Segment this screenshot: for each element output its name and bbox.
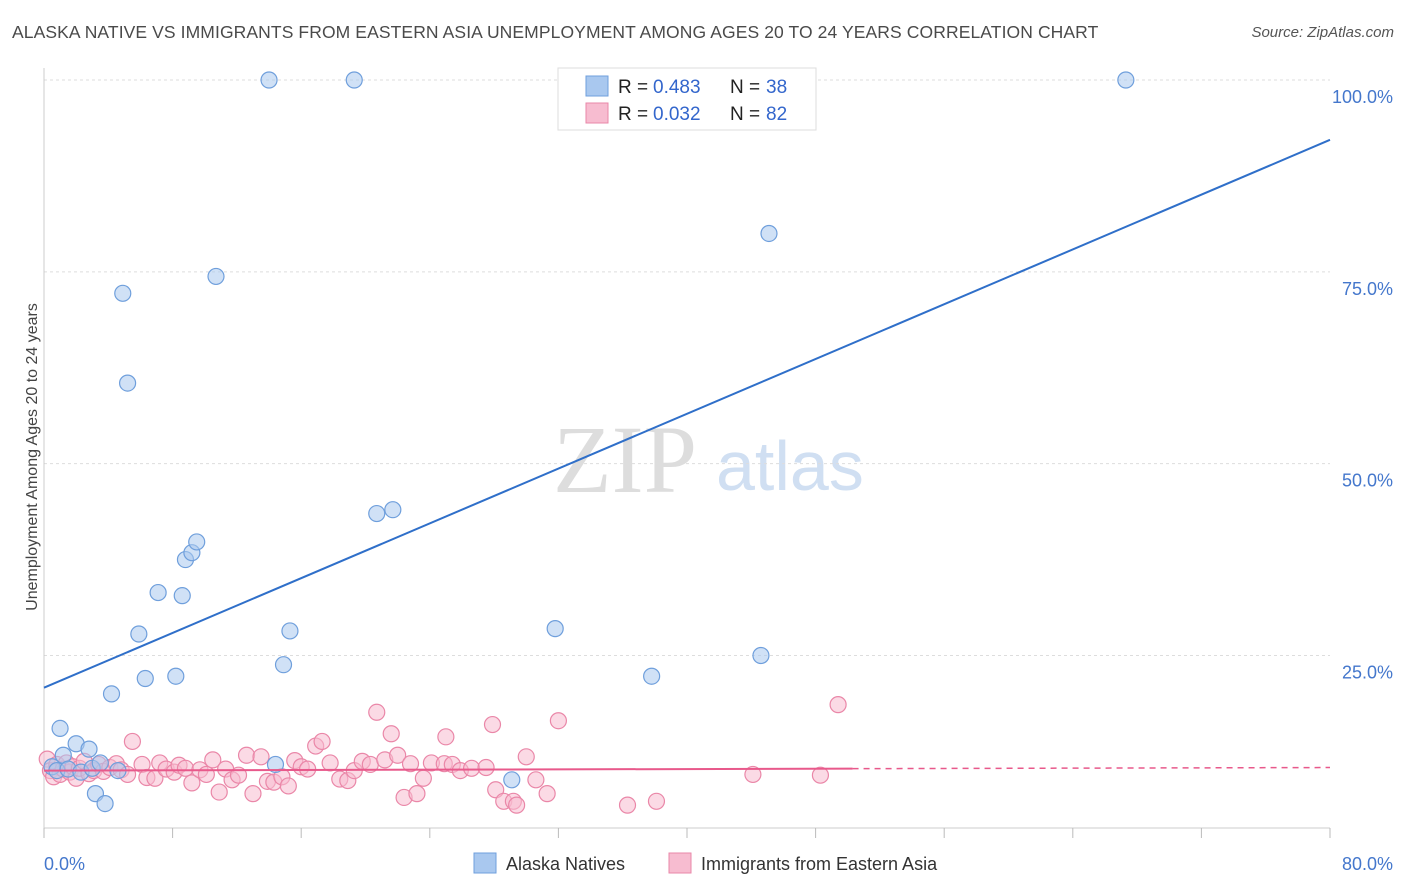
eastern-asia-point-36 bbox=[229, 766, 248, 784]
alaska-native-point-18 bbox=[149, 583, 167, 602]
alaska-native-point-20 bbox=[173, 587, 191, 605]
eastern-asia-point-37 bbox=[237, 746, 256, 764]
alaska-native-point-27 bbox=[274, 656, 293, 674]
eastern-asia-point-83 bbox=[829, 696, 847, 714]
eastern-asia-point-55 bbox=[368, 703, 386, 721]
x-tick-label-max: 80.0% bbox=[1342, 854, 1393, 874]
alaska-native-point-23 bbox=[188, 533, 206, 551]
eastern-asia-point-33 bbox=[210, 783, 228, 801]
watermark: ZIP atlas bbox=[553, 406, 864, 513]
trend-line-1 bbox=[43, 767, 853, 772]
eastern-asia-point-65 bbox=[437, 728, 455, 746]
y-tick-label-100: 100.0% bbox=[1332, 87, 1393, 107]
eastern-asia-point-77 bbox=[538, 785, 556, 803]
alaska-native-point-34 bbox=[643, 667, 661, 685]
eastern-asia-point-75 bbox=[517, 748, 535, 766]
watermark-zip: ZIP bbox=[553, 406, 697, 513]
alaska-native-point-25 bbox=[260, 71, 278, 89]
alaska-native-point-37 bbox=[1117, 71, 1135, 89]
alaska-native-point-35 bbox=[752, 646, 770, 665]
legend-r-label-1: R = bbox=[618, 77, 648, 98]
eastern-asia-point-43 bbox=[279, 777, 297, 795]
trend-line-0 bbox=[43, 138, 1331, 689]
bottom-legend-swatch-eastern-asia bbox=[668, 852, 692, 874]
y-axis-title: Unemployment Among Ages 20 to 24 years bbox=[24, 303, 41, 611]
alaska-native-point-28 bbox=[281, 622, 299, 640]
eastern-asia-point-78 bbox=[549, 712, 568, 730]
eastern-asia-point-74 bbox=[508, 796, 526, 814]
bottom-legend-label-eastern-asia: Immigrants from Eastern Asia bbox=[701, 854, 938, 874]
alaska-native-point-2 bbox=[51, 719, 69, 737]
y-tick-label-50: 50.0% bbox=[1342, 471, 1393, 491]
eastern-asia-point-20 bbox=[123, 732, 142, 751]
trend-line-extension-1 bbox=[852, 766, 1331, 770]
eastern-asia-point-79 bbox=[618, 796, 637, 814]
eastern-asia-point-60 bbox=[401, 755, 420, 773]
alaska-native-point-33 bbox=[546, 620, 564, 638]
grid-lines bbox=[44, 79, 1330, 656]
eastern-asia-point-39 bbox=[252, 748, 270, 766]
y-tick-label-25: 25.0% bbox=[1342, 663, 1393, 683]
x-ticks bbox=[43, 828, 1331, 838]
legend-r-value-2: 0.032 bbox=[653, 104, 701, 125]
eastern-asia-point-49 bbox=[321, 754, 339, 772]
chart-source: Source: ZipAtlas.com bbox=[1251, 24, 1394, 41]
eastern-asia-point-57 bbox=[382, 725, 400, 743]
alaska-native-point-7 bbox=[80, 740, 98, 758]
legend-r-label-2: R = bbox=[618, 104, 648, 125]
bottom-legend-swatch-alaska-natives bbox=[473, 852, 497, 874]
alaska-native-point-15 bbox=[118, 374, 137, 392]
y-tick-label-75: 75.0% bbox=[1342, 279, 1393, 299]
alaska-native-point-26 bbox=[266, 755, 285, 774]
bottom-legend-label-alaska-natives: Alaska Natives bbox=[506, 854, 625, 874]
eastern-asia-point-70 bbox=[483, 715, 502, 734]
alaska-native-point-11 bbox=[96, 794, 114, 813]
alaska-native-point-36 bbox=[760, 224, 778, 243]
correlation-legend: R = 0.483 N = 38 R = 0.032 N = 82 bbox=[557, 67, 817, 131]
alaska-native-point-29 bbox=[345, 71, 363, 89]
eastern-asia-point-38 bbox=[244, 785, 262, 803]
alaska-native-point-19 bbox=[167, 667, 185, 685]
alaska-native-point-12 bbox=[102, 685, 121, 703]
alaska-native-point-16 bbox=[130, 625, 148, 643]
legend-n-value-1: 38 bbox=[766, 77, 787, 98]
eastern-asia-point-48 bbox=[313, 732, 331, 751]
eastern-asia-point-62 bbox=[414, 769, 432, 787]
trend-lines bbox=[43, 138, 1331, 772]
alaska-native-point-17 bbox=[136, 669, 154, 688]
series-legend: Alaska Natives Immigrants from Eastern A… bbox=[473, 852, 938, 874]
alaska-native-point-30 bbox=[368, 504, 386, 523]
legend-n-label-1: N = bbox=[730, 77, 760, 98]
legend-n-value-2: 82 bbox=[766, 104, 787, 125]
legend-n-label-2: N = bbox=[730, 104, 760, 125]
alaska-native-point-10 bbox=[91, 754, 109, 772]
legend-swatch-alaska-natives bbox=[585, 75, 609, 97]
eastern-asia-point-58 bbox=[389, 746, 407, 764]
eastern-asia-point-68 bbox=[462, 759, 481, 777]
eastern-asia-point-82 bbox=[811, 766, 830, 784]
eastern-asia-point-31 bbox=[197, 765, 215, 784]
watermark-atlas: atlas bbox=[716, 427, 864, 505]
eastern-asia-point-81 bbox=[744, 765, 762, 784]
eastern-asia-point-32 bbox=[204, 751, 222, 769]
x-tick-label-min: 0.0% bbox=[44, 854, 85, 874]
legend-r-value-1: 0.483 bbox=[653, 77, 701, 98]
alaska-native-point-32 bbox=[503, 771, 521, 789]
eastern-asia-point-69 bbox=[477, 758, 495, 777]
eastern-asia-point-29 bbox=[183, 774, 201, 792]
legend-swatch-eastern-asia bbox=[585, 102, 609, 124]
chart-title: ALASKA NATIVE VS IMMIGRANTS FROM EASTERN… bbox=[12, 22, 1099, 42]
alaska-native-point-31 bbox=[384, 501, 402, 519]
eastern-asia-point-76 bbox=[527, 771, 545, 789]
series-points-1 bbox=[38, 696, 847, 814]
eastern-asia-point-28 bbox=[176, 759, 195, 777]
eastern-asia-point-61 bbox=[408, 785, 426, 803]
alaska-native-point-14 bbox=[114, 284, 132, 302]
y-tick-labels: 25.0% 50.0% 75.0% 100.0% bbox=[1332, 87, 1393, 683]
alaska-native-point-24 bbox=[207, 267, 225, 286]
eastern-asia-point-80 bbox=[647, 792, 666, 810]
